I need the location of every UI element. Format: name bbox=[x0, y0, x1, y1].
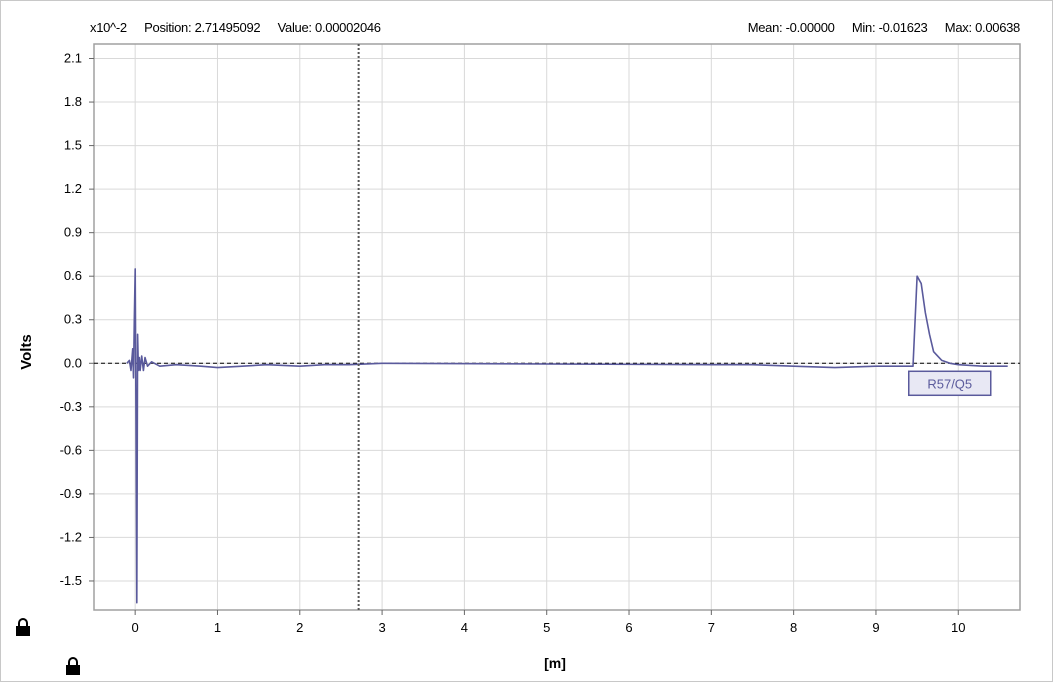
x-tick-label: 8 bbox=[790, 620, 797, 635]
x-tick-label: 3 bbox=[378, 620, 385, 635]
axes bbox=[89, 43, 1021, 615]
y-tick-label: -0.6 bbox=[60, 442, 82, 457]
marker-label: R57/Q5 bbox=[927, 376, 972, 391]
y-tick-label: -1.2 bbox=[60, 529, 82, 544]
lock-icon[interactable] bbox=[64, 656, 82, 676]
value-label: Value: bbox=[277, 20, 312, 35]
y-tick-label: -0.3 bbox=[60, 399, 82, 414]
position-label: Position: bbox=[144, 20, 192, 35]
y-tick-label: 1.2 bbox=[64, 181, 82, 196]
x-tick-label: 9 bbox=[872, 620, 879, 635]
y-tick-label: -1.5 bbox=[60, 573, 82, 588]
grid bbox=[94, 44, 1020, 610]
y-tick-label: 1.8 bbox=[64, 94, 82, 109]
mean-value: -0.00000 bbox=[785, 20, 835, 35]
y-axis-label: Volts bbox=[18, 334, 35, 370]
min-label: Min: bbox=[851, 20, 876, 35]
tick-labels: 0 1 2 3 4 5 6 7 8 9 10 2.1 1.8 1.5 1.2 0.9 0.6 0.3 0.0 -0.3… bbox=[60, 51, 966, 635]
marker[interactable]: R57/Q5 bbox=[908, 370, 992, 397]
y-tick-label: 1.5 bbox=[64, 138, 82, 153]
stats-readout: Mean: -0.00000 Min: -0.01623 Max: 0.0063… bbox=[747, 20, 1021, 42]
x-tick-label: 1 bbox=[214, 620, 221, 635]
x-tick-label: 2 bbox=[296, 620, 303, 635]
x-tick-label: 6 bbox=[625, 620, 632, 635]
y-tick-label: 0.6 bbox=[64, 268, 82, 283]
value-value: 0.00002046 bbox=[315, 20, 381, 35]
y-tick-label: -0.9 bbox=[60, 486, 82, 501]
y-tick-label: 0.0 bbox=[64, 355, 82, 370]
x-tick-label: 10 bbox=[951, 620, 965, 635]
x-tick-label: 4 bbox=[461, 620, 468, 635]
mean-label: Mean: bbox=[747, 20, 783, 35]
x-tick-label: 0 bbox=[132, 620, 139, 635]
scale-label: x10^-2 bbox=[90, 20, 127, 35]
max-label: Max: bbox=[944, 20, 972, 35]
x-axis-label: [m] bbox=[544, 655, 566, 671]
cursor-readout: x10^-2 Position: 2.71495092 Value: 0.000… bbox=[90, 20, 381, 42]
x-tick-label: 5 bbox=[543, 620, 550, 635]
plot-border bbox=[93, 43, 1021, 611]
lock-icon[interactable] bbox=[14, 617, 32, 637]
series bbox=[126, 268, 1008, 604]
y-tick-label: 0.3 bbox=[64, 312, 82, 327]
max-value: 0.00638 bbox=[975, 20, 1020, 35]
y-tick-label: 0.9 bbox=[64, 225, 82, 240]
position-value: 2.71495092 bbox=[194, 20, 261, 35]
min-value: -0.01623 bbox=[878, 20, 928, 35]
marker-box bbox=[908, 370, 992, 397]
series-line-0 bbox=[126, 268, 1008, 604]
y-tick-label: 2.1 bbox=[64, 51, 82, 66]
x-tick-label: 7 bbox=[708, 620, 715, 635]
